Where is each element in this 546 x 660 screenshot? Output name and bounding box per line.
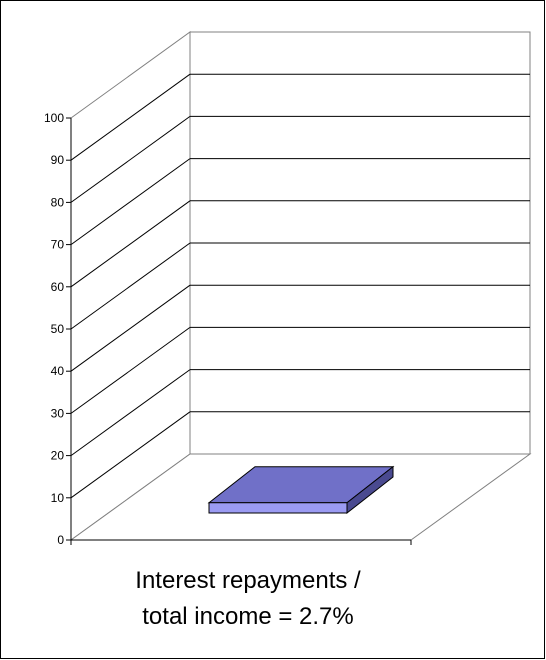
y-tick-label: 90: [51, 153, 65, 167]
y-tick-label: 70: [51, 238, 65, 252]
gridline-side: [70, 284, 191, 372]
y-tick-label: 80: [51, 195, 65, 209]
gridlines: [70, 73, 530, 499]
gridline-side: [70, 326, 191, 414]
gridline-side: [70, 73, 191, 161]
gridline-side: [70, 411, 191, 499]
bars: [207, 465, 395, 515]
y-axis: [66, 117, 412, 545]
category-label: Interest repayments /: [135, 567, 361, 594]
gridline-side: [70, 158, 191, 246]
bar-front-face: [208, 502, 348, 514]
y-tick-label: 40: [51, 364, 65, 378]
y-tick-label: 10: [51, 491, 65, 505]
y-tick-label: 20: [51, 449, 65, 463]
chart-walls: [69, 31, 532, 541]
gridline-side: [70, 115, 191, 203]
y-tick-label: 30: [51, 406, 65, 420]
gridline-side: [70, 242, 191, 330]
gridline-side: [70, 200, 191, 288]
y-tick-label: 100: [44, 111, 64, 125]
y-tick-label: 0: [57, 533, 64, 547]
gridline-side: [70, 369, 191, 457]
category-label: total income = 2.7%: [142, 603, 353, 630]
y-tick-labels: 0 10 20 30 40 50 60 70 80 90 100: [44, 111, 64, 547]
y-tick-label: 50: [51, 322, 65, 336]
y-tick-label: 60: [51, 280, 65, 294]
category-caption: Interest repayments / total income = 2.7%: [135, 567, 361, 630]
